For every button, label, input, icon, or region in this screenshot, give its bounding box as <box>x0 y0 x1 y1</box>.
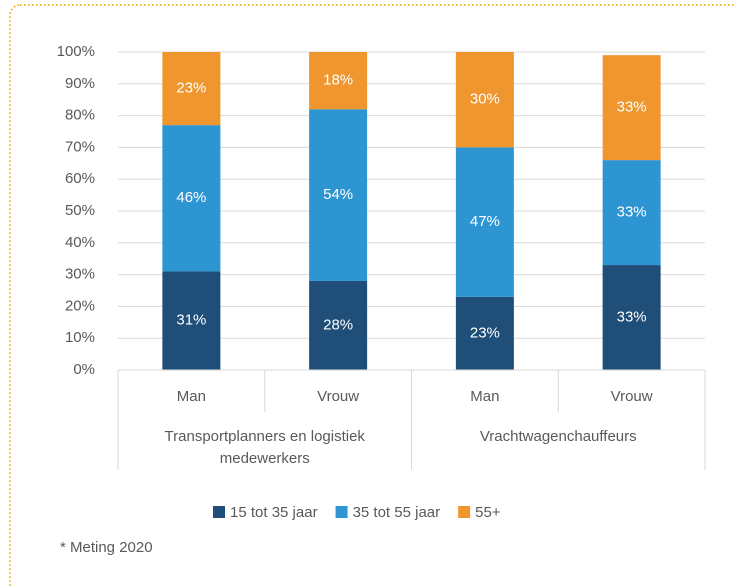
legend-label: 35 tot 55 jaar <box>353 504 441 521</box>
y-tick-label: 20% <box>65 297 95 314</box>
legend-swatch <box>213 506 225 518</box>
legend-swatch <box>335 506 348 518</box>
data-label: 18% <box>323 72 353 89</box>
data-label: 23% <box>176 80 206 97</box>
bar-segment <box>309 52 368 110</box>
bar-segment <box>602 265 661 370</box>
x-tick-label: Vrouw <box>611 388 653 405</box>
border <box>9 4 734 586</box>
y-tick-label: 10% <box>65 329 95 346</box>
bar-segment <box>162 271 221 370</box>
data-label: 33% <box>617 204 647 221</box>
bar-segment <box>455 147 514 297</box>
data-label: 28% <box>323 316 353 333</box>
data-label: 33% <box>617 308 647 325</box>
y-tick-label: 100% <box>57 43 95 60</box>
bar-segment <box>309 280 368 370</box>
x-tick-label: Man <box>470 388 499 405</box>
legend-label: 55+ <box>475 504 501 521</box>
legend-swatch <box>458 506 471 518</box>
data-label: 33% <box>617 99 647 116</box>
data-label: 30% <box>470 91 500 108</box>
y-tick-label: 60% <box>65 170 95 187</box>
data-label: 23% <box>470 324 500 341</box>
bar-segment <box>602 55 661 161</box>
y-tick-label: 80% <box>65 107 95 124</box>
group-label: Transportplanners en logistiek medewerke… <box>164 428 365 467</box>
x-tick-label: Vrouw <box>317 388 359 405</box>
y-tick-label: 50% <box>65 202 95 219</box>
bar-segment <box>455 52 514 148</box>
bar-segment <box>162 52 221 126</box>
data-label: 47% <box>470 213 500 230</box>
y-tick-label: 40% <box>65 234 95 251</box>
footnote: * Meting 2020 <box>60 539 153 556</box>
y-tick-label: 90% <box>65 75 95 92</box>
bar-segment <box>602 160 661 266</box>
y-tick-label: 0% <box>73 361 95 378</box>
data-label: 46% <box>176 189 206 206</box>
y-tick-label: 70% <box>65 138 95 155</box>
bar-segment <box>455 296 514 370</box>
legend-label: 15 tot 35 jaar <box>230 504 318 521</box>
x-tick-label: Man <box>177 388 206 405</box>
data-label: 31% <box>176 312 206 329</box>
bar-segment <box>309 109 368 281</box>
y-tick-label: 30% <box>65 266 95 283</box>
bar-segment <box>162 125 221 272</box>
data-label: 54% <box>323 186 353 203</box>
group-label: Vrachtwagenchauffeurs <box>479 428 637 445</box>
